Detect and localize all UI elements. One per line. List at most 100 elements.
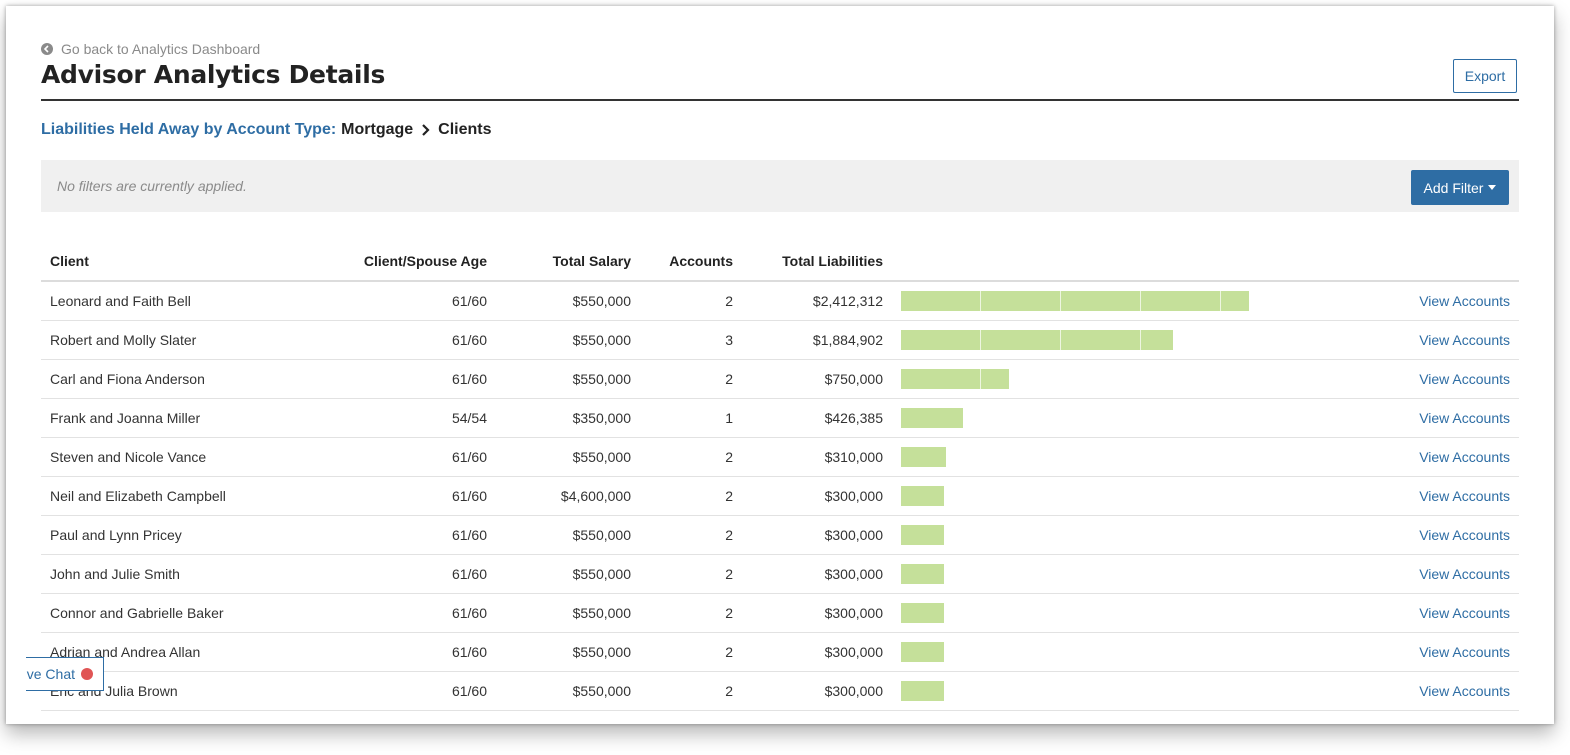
liabilities-bar-cell [892,632,1381,672]
row-actions: View Accounts [1381,437,1519,477]
table-row: Carl and Fiona Anderson 61/60 $550,000 2 $75… [41,359,1519,399]
caret-down-icon [1488,185,1497,190]
view-accounts-link[interactable]: View Accounts [1419,566,1510,582]
column-header-age[interactable]: Client/Spouse Age [319,242,496,282]
liabilities-bar-cell [892,359,1381,399]
total-liabilities: $2,412,312 [742,281,892,321]
table-row: Leonard and Faith Bell 61/60 $550,000 2 $2,4… [41,281,1519,321]
table-header-row: Client Client/Spouse Age Total Salary Ac… [41,242,1519,282]
account-count: 3 [640,320,742,360]
back-link-label: Go back to Analytics Dashboard [61,41,261,57]
export-button[interactable]: Export [1453,59,1517,93]
view-accounts-link[interactable]: View Accounts [1419,605,1510,621]
table-row: Steven and Nicole Vance 61/60 $550,000 2 $31… [41,437,1519,477]
total-salary: $550,000 [496,437,640,477]
liabilities-bar-track [901,681,1321,701]
client-name: Robert and Molly Slater [41,320,319,360]
add-filter-button[interactable]: Add Filter [1411,170,1509,205]
liabilities-bar-track [901,291,1321,311]
chat-status-dot-icon [81,668,93,680]
client-name: Paul and Lynn Pricey [41,515,319,555]
liabilities-bar-cell [892,671,1381,711]
client-name: John and Julie Smith [41,554,319,594]
total-liabilities: $300,000 [742,515,892,555]
total-salary: $550,000 [496,671,640,711]
liabilities-bar [901,447,946,467]
client-age: 54/54 [319,398,496,438]
breadcrumb-account-type[interactable]: Mortgage [341,121,414,138]
total-salary: $550,000 [496,632,640,672]
column-header-accounts[interactable]: Accounts [640,242,742,282]
liabilities-bar-track [901,486,1321,506]
table-row: Adrian and Andrea Allan 61/60 $550,000 2 $30… [41,632,1519,672]
liabilities-bar-track [901,603,1321,623]
column-header-salary[interactable]: Total Salary [496,242,640,282]
view-accounts-link[interactable]: View Accounts [1419,410,1510,426]
breadcrumb: Liabilities Held Away by Account Type: M… [41,121,492,139]
client-age: 61/60 [319,476,496,516]
view-accounts-link[interactable]: View Accounts [1419,488,1510,504]
view-accounts-link[interactable]: View Accounts [1419,527,1510,543]
total-liabilities: $300,000 [742,554,892,594]
total-salary: $4,600,000 [496,476,640,516]
view-accounts-link[interactable]: View Accounts [1419,332,1510,348]
breadcrumb-category-link[interactable]: Liabilities Held Away by Account Type: [41,121,337,138]
account-count: 1 [640,398,742,438]
liabilities-bar-cell [892,554,1381,594]
filter-bar: No filters are currently applied. Add Fi… [41,160,1519,212]
client-name: Leonard and Faith Bell [41,281,319,321]
breadcrumb-current: Clients [438,121,492,138]
client-age: 61/60 [319,515,496,555]
client-name: Carl and Fiona Anderson [41,359,319,399]
liabilities-bar [901,564,944,584]
account-count: 2 [640,437,742,477]
liabilities-bar [901,330,1173,350]
app-window: Go back to Analytics Dashboard Advisor A… [6,6,1554,724]
liabilities-bar [901,525,944,545]
row-actions: View Accounts [1381,398,1519,438]
account-count: 2 [640,554,742,594]
view-accounts-link[interactable]: View Accounts [1419,371,1510,387]
client-age: 61/60 [319,671,496,711]
total-liabilities: $300,000 [742,476,892,516]
total-salary: $550,000 [496,281,640,321]
liabilities-bar-track [901,642,1321,662]
total-liabilities: $750,000 [742,359,892,399]
arrow-left-circle-icon [41,43,53,55]
column-header-chart [892,242,1381,282]
view-accounts-link[interactable]: View Accounts [1419,449,1510,465]
total-salary: $550,000 [496,320,640,360]
view-accounts-link[interactable]: View Accounts [1419,293,1510,309]
view-accounts-link[interactable]: View Accounts [1419,644,1510,660]
title-divider [41,99,1519,101]
account-count: 2 [640,515,742,555]
liabilities-bar [901,291,1249,311]
row-actions: View Accounts [1381,554,1519,594]
row-actions: View Accounts [1381,476,1519,516]
view-accounts-link[interactable]: View Accounts [1419,683,1510,699]
total-salary: $550,000 [496,359,640,399]
account-count: 2 [640,593,742,633]
row-actions: View Accounts [1381,632,1519,672]
add-filter-label: Add Filter [1423,179,1484,196]
account-count: 2 [640,359,742,399]
client-age: 61/60 [319,359,496,399]
account-count: 2 [640,632,742,672]
liabilities-bar [901,408,963,428]
column-header-liabilities[interactable]: Total Liabilities [742,242,892,282]
back-to-dashboard-link[interactable]: Go back to Analytics Dashboard [41,41,260,57]
column-header-client[interactable]: Client [41,242,319,282]
live-chat-button[interactable]: ive Chat [26,657,104,691]
table-row: Eric and Julia Brown 61/60 $550,000 2 $300,0… [41,671,1519,711]
client-age: 61/60 [319,593,496,633]
table-row: Frank and Joanna Miller 54/54 $350,000 1 $42… [41,398,1519,438]
liabilities-bar [901,369,1009,389]
total-salary: $550,000 [496,515,640,555]
client-age: 61/60 [319,632,496,672]
total-liabilities: $300,000 [742,671,892,711]
liabilities-bar-track [901,408,1321,428]
liabilities-bar [901,486,944,506]
total-salary: $350,000 [496,398,640,438]
total-liabilities: $426,385 [742,398,892,438]
liabilities-bar-cell [892,593,1381,633]
